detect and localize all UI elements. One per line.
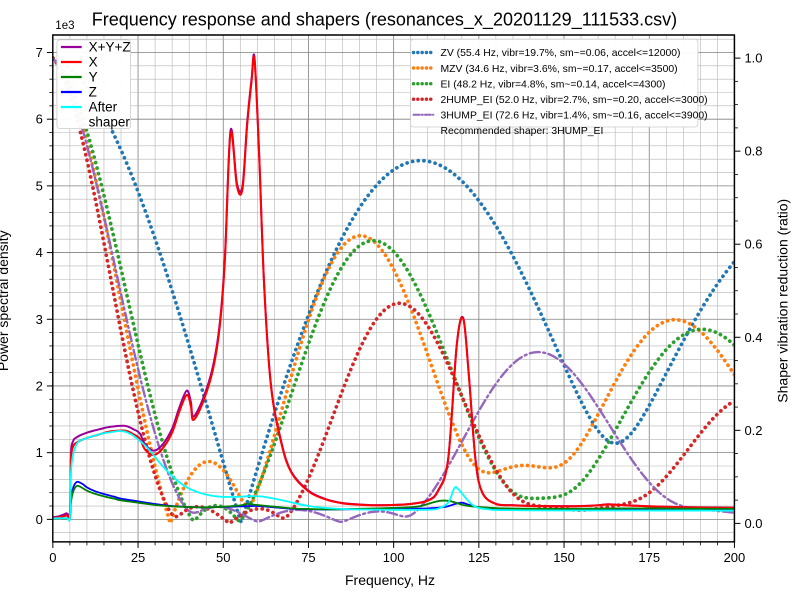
svg-text:X: X [89, 55, 98, 70]
svg-text:ZV (55.4 Hz, vibr=19.7%, sm~=0: ZV (55.4 Hz, vibr=19.7%, sm~=0.06, accel… [441, 48, 681, 59]
svg-text:MZV (34.6 Hz, vibr=3.6%, sm~=0: MZV (34.6 Hz, vibr=3.6%, sm~=0.17, accel… [441, 64, 678, 75]
svg-text:1e3: 1e3 [55, 20, 74, 32]
svg-text:Power spectral density: Power spectral density [0, 230, 11, 371]
svg-text:200: 200 [724, 550, 746, 565]
svg-text:7: 7 [36, 45, 43, 60]
svg-text:175: 175 [638, 550, 660, 565]
svg-text:0.0: 0.0 [744, 516, 762, 531]
svg-text:0.2: 0.2 [744, 423, 762, 438]
svg-text:2HUMP_EI (52.0 Hz, vibr=2.7%,: 2HUMP_EI (52.0 Hz, vibr=2.7%, sm~=0.20, … [441, 95, 708, 106]
svg-text:After: After [89, 100, 118, 115]
svg-text:1.0: 1.0 [744, 51, 762, 66]
svg-text:0: 0 [36, 512, 43, 527]
svg-text:2: 2 [36, 378, 43, 393]
svg-text:4: 4 [36, 245, 43, 260]
svg-text:125: 125 [468, 550, 490, 565]
svg-text:Frequency response and shapers: Frequency response and shapers (resonanc… [92, 10, 677, 31]
svg-text:Shaper vibration reduction (ra: Shaper vibration reduction (ratio) [775, 199, 791, 403]
svg-text:Z: Z [89, 85, 97, 100]
svg-text:150: 150 [553, 550, 575, 565]
svg-text:3: 3 [36, 312, 43, 327]
svg-text:EI (48.2 Hz, vibr=4.8%, sm~=0.: EI (48.2 Hz, vibr=4.8%, sm~=0.14, accel<… [441, 80, 666, 91]
svg-text:100: 100 [383, 550, 405, 565]
svg-text:Y: Y [89, 70, 98, 85]
svg-text:5: 5 [36, 178, 43, 193]
svg-text:Frequency, Hz: Frequency, Hz [345, 572, 435, 588]
svg-text:6: 6 [36, 112, 43, 127]
svg-text:50: 50 [216, 550, 230, 565]
svg-text:1: 1 [36, 445, 43, 460]
svg-text:75: 75 [301, 550, 315, 565]
svg-text:0.4: 0.4 [744, 330, 762, 345]
svg-text:0.6: 0.6 [744, 237, 762, 252]
svg-text:0.8: 0.8 [744, 144, 762, 159]
svg-text:3HUMP_EI (72.6 Hz, vibr=1.4%,: 3HUMP_EI (72.6 Hz, vibr=1.4%, sm~=0.16, … [441, 111, 708, 122]
svg-text:0: 0 [49, 550, 56, 565]
svg-text:25: 25 [131, 550, 145, 565]
svg-text:X+Y+Z: X+Y+Z [89, 40, 131, 55]
svg-text:shaper: shaper [89, 115, 131, 130]
svg-text:Recommended shaper: 3HUMP_EI: Recommended shaper: 3HUMP_EI [441, 126, 604, 137]
